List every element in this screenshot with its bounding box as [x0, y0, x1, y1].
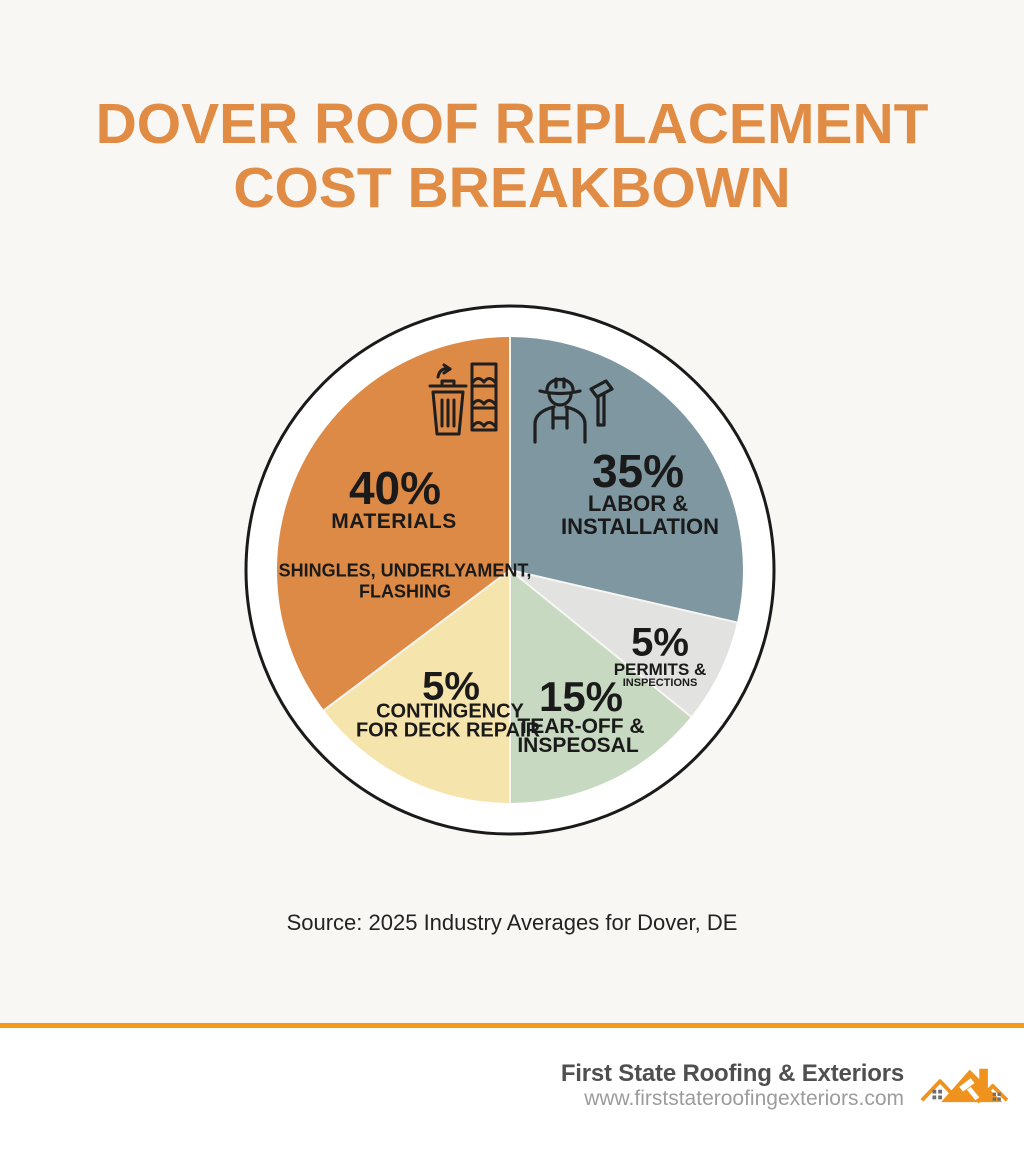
pie-segment-seam	[509, 569, 738, 624]
pie-chart-svg	[244, 304, 776, 836]
materials-sub-label-1: SHINGLES, UNDERLYAMENT,	[278, 560, 532, 581]
materials-percent-label: 40%	[348, 462, 442, 514]
labor-name-label-2: INSTALLATION	[560, 514, 720, 539]
pie-segment-materials	[277, 337, 510, 711]
pie-chart: 40% MATERIALS SHINGLES, UNDERLYAMENT, FL…	[240, 300, 780, 840]
tearoff-name-label-2: INSPEOSAL	[517, 734, 639, 757]
roofline-houses-logo	[920, 1056, 1009, 1117]
source-note: Source: 2025 Industry Averages for Dover…	[286, 910, 738, 935]
page-title-line1: DOVER ROOF REPLACEMENT	[95, 92, 929, 156]
contingency-percent-label: 5%	[422, 664, 480, 709]
permits-name-label-2: INSPECTIONS	[622, 677, 698, 689]
tearoff-percent-label: 15%	[538, 673, 624, 720]
contingency-name-label-1: CONTINGENCY	[376, 700, 524, 723]
page-title-line2: COST BREAKBOWN	[233, 156, 791, 220]
labor-name-label-1: LABOR &	[587, 491, 689, 516]
pie-segment-permits	[510, 570, 738, 717]
materials-sub-label-2: FLASHING	[359, 581, 451, 602]
footer-band	[0, 1028, 1024, 1154]
tearoff-name-label-1: TEAR-OFF &	[517, 715, 645, 738]
footer-divider	[0, 1023, 1024, 1028]
page-title: DOVER ROOF REPLACEMENT COST BREAKBOWN	[0, 92, 1024, 220]
permits-percent-label: 5%	[631, 620, 689, 665]
labor-percent-label: 35%	[591, 445, 685, 497]
company-website: www.firststateroofingexteriors.com	[584, 1087, 904, 1110]
footer-text-block: First State Roofing & Exteriors www.firs…	[561, 1060, 904, 1111]
materials-name-label: MATERIALS	[331, 510, 457, 533]
pie-segment-seam	[323, 569, 511, 712]
pie-segment-tearoff	[510, 570, 692, 803]
pie-segment-contingency	[323, 570, 510, 803]
pie-segment-seam	[509, 569, 692, 718]
permits-name-label-1: PERMITS &	[613, 660, 707, 679]
company-name: First State Roofing & Exteriors	[560, 1060, 904, 1087]
contingency-name-label-2: FOR DECK REPAIR	[355, 719, 541, 742]
